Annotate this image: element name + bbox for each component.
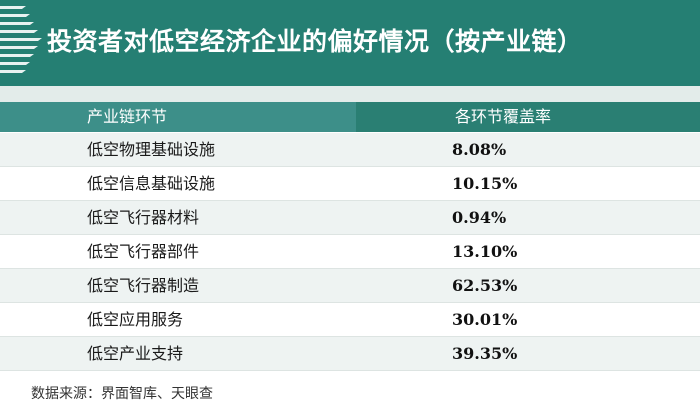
table-body: 低空物理基础设施 8.08% 低空信息基础设施 10.15% 低空飞行器材料 0…	[0, 133, 700, 371]
page-title: 投资者对低空经济企业的偏好情况（按产业链）	[47, 27, 583, 56]
title-banner: 投资者对低空经济企业的偏好情况（按产业链）	[0, 0, 700, 86]
coverage-cell: 13.10%	[452, 242, 518, 261]
table-row: 低空物理基础设施 8.08%	[0, 133, 700, 167]
segment-cell: 低空飞行器材料	[87, 208, 200, 227]
table-row: 低空飞行器制造 62.53%	[0, 269, 700, 303]
column-header-segment: 产业链环节	[0, 102, 356, 132]
decorative-stripes	[0, 6, 42, 73]
table-row: 低空飞行器材料 0.94%	[0, 201, 700, 235]
segment-cell: 低空应用服务	[87, 310, 184, 329]
segment-cell: 低空信息基础设施	[87, 174, 216, 193]
table-header: 产业链环节 各环节覆盖率	[0, 102, 700, 132]
coverage-cell: 0.94%	[452, 208, 507, 227]
segment-cell: 低空产业支持	[87, 344, 184, 363]
sub-band	[0, 86, 700, 102]
table-row: 低空产业支持 39.35%	[0, 337, 700, 371]
segment-cell: 低空物理基础设施	[87, 140, 216, 159]
column-header-coverage: 各环节覆盖率	[356, 102, 700, 132]
table-row: 低空飞行器部件 13.10%	[0, 235, 700, 269]
coverage-cell: 62.53%	[452, 276, 518, 295]
segment-cell: 低空飞行器制造	[87, 276, 200, 295]
coverage-cell: 10.15%	[452, 174, 518, 193]
coverage-cell: 30.01%	[452, 310, 518, 329]
column-header-coverage-label: 各环节覆盖率	[455, 107, 552, 126]
table-row: 低空应用服务 30.01%	[0, 303, 700, 337]
column-header-segment-label: 产业链环节	[87, 107, 168, 126]
coverage-cell: 39.35%	[452, 344, 518, 363]
segment-cell: 低空飞行器部件	[87, 242, 200, 261]
coverage-cell: 8.08%	[452, 140, 507, 159]
source-note: 数据来源：界面智库、天眼查	[31, 386, 213, 402]
table-row: 低空信息基础设施 10.15%	[0, 167, 700, 201]
